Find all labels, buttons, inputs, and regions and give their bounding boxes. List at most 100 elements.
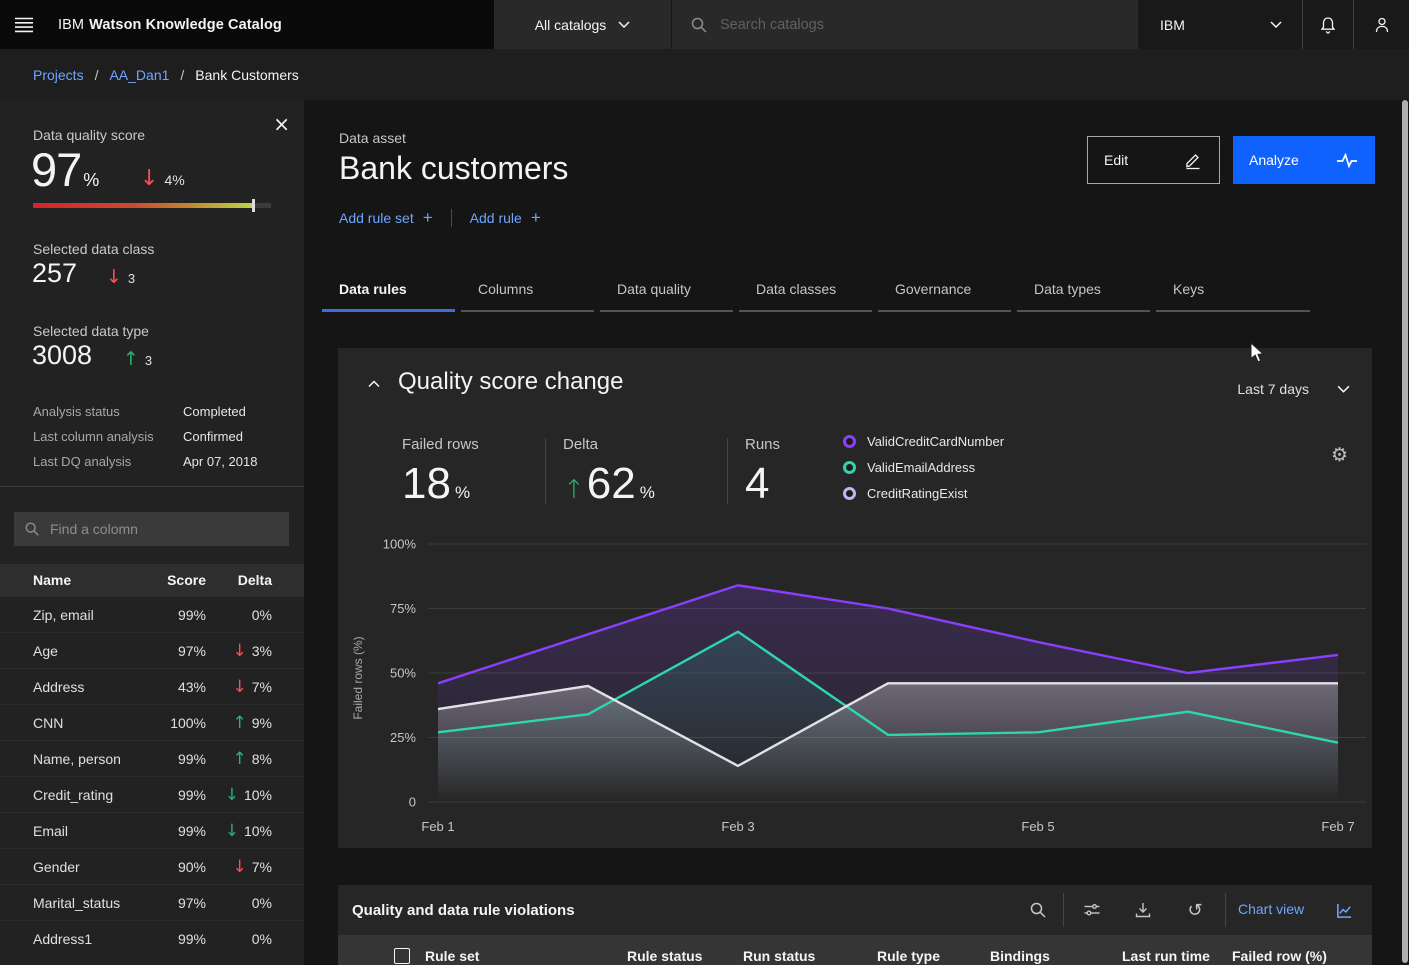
meta-row: Last column analysis Confirmed (33, 424, 283, 449)
data-type-value: 3008 (32, 340, 92, 371)
legend-item[interactable]: ValidEmailAddress (843, 454, 1004, 480)
quality-gradient-bar (33, 203, 271, 208)
quality-gradient-fill (33, 203, 254, 208)
header-name: Name (0, 572, 150, 588)
find-column-input[interactable] (50, 521, 249, 537)
tab-columns[interactable]: Columns (461, 278, 600, 312)
column-row[interactable]: Credit_rating99%↓10% (0, 776, 304, 812)
columns-table: Name Score Delta Zip, email99%0%Age97%↓3… (0, 564, 304, 956)
column-score: 97% (150, 895, 206, 911)
tab-underline (878, 310, 1011, 312)
breadcrumb-separator: / (95, 67, 99, 83)
column-score: 99% (150, 931, 206, 947)
tab-data-types[interactable]: Data types (1017, 278, 1156, 312)
filter-settings-icon[interactable] (1076, 894, 1108, 926)
violations-column-header: Failed row (%) (1232, 948, 1327, 964)
download-icon[interactable] (1127, 894, 1159, 926)
delta-value: 3% (252, 643, 272, 659)
arrow-down-icon: ↓ (233, 677, 247, 697)
tab-label: Columns (461, 278, 600, 297)
page-title: Bank customers (339, 150, 568, 187)
reset-icon[interactable]: ↺ (1179, 894, 1211, 926)
tab-governance[interactable]: Governance (878, 278, 1017, 312)
column-delta: ↓7% (206, 677, 272, 697)
notifications-button[interactable] (1302, 0, 1353, 49)
violations-column-header: Last run time (1122, 948, 1210, 964)
violations-table-header: Rule setRule statusRun statusRule typeBi… (338, 935, 1372, 965)
collapse-chevron-icon[interactable] (368, 380, 380, 388)
analyze-button[interactable]: Analyze (1233, 136, 1375, 184)
column-row[interactable]: Gender90%↓7% (0, 848, 304, 884)
chevron-down-icon (1270, 21, 1282, 28)
tab-data-classes[interactable]: Data classes (739, 278, 878, 312)
column-name: Gender (0, 859, 150, 875)
column-delta: 0% (206, 607, 272, 623)
stat-value: 18 (402, 459, 451, 509)
breadcrumb-projects[interactable]: Projects (33, 67, 84, 83)
column-row[interactable]: Name, person99%↑8% (0, 740, 304, 776)
add-rule-set-link[interactable]: Add rule set + (339, 208, 433, 228)
legend-item[interactable]: CreditRatingExist (843, 480, 1004, 506)
arrow-down-icon: ↓ (225, 785, 239, 805)
column-search (14, 512, 289, 546)
catalog-selector[interactable]: All catalogs (494, 0, 672, 49)
column-score: 99% (150, 751, 206, 767)
tab-underline (739, 310, 872, 312)
columns-table-header: Name Score Delta (0, 564, 304, 596)
arrow-down-icon: ↓ (225, 821, 239, 841)
quality-line-chart: 100%75%50%25%0Feb 1Feb 3Feb 5Feb 7Failed… (338, 530, 1372, 842)
bell-icon (1318, 15, 1338, 35)
scrollbar-thumb[interactable] (1402, 100, 1408, 963)
divider (545, 438, 546, 504)
tab-data-quality[interactable]: Data quality (600, 278, 739, 312)
meta-label: Analysis status (33, 404, 183, 419)
data-quality-sidebar: × Data quality score 97 % ↓ 4% Selected … (0, 100, 304, 965)
search-button[interactable] (1022, 894, 1054, 926)
time-range-selector[interactable]: Last 7 days (1237, 381, 1350, 397)
column-row[interactable]: Zip, email99%0% (0, 596, 304, 632)
column-row[interactable]: Address199%0% (0, 920, 304, 956)
column-delta: ↑8% (206, 749, 272, 769)
add-rule-label: Add rule (470, 210, 522, 226)
legend-item[interactable]: ValidCreditCardNumber (843, 428, 1004, 454)
score-delta-value: 4% (164, 172, 184, 188)
select-all-checkbox[interactable] (394, 948, 410, 964)
column-row[interactable]: Address43%↓7% (0, 668, 304, 704)
search-input[interactable] (720, 17, 1034, 33)
meta-row: Analysis status Completed (33, 399, 283, 424)
menu-icon[interactable] (0, 0, 48, 49)
nav-left: IBMWatson Knowledge Catalog (0, 0, 494, 49)
edit-button-label: Edit (1104, 152, 1128, 168)
quality-bar-marker (252, 199, 255, 212)
add-rule-link[interactable]: Add rule + (470, 208, 541, 228)
column-score: 97% (150, 643, 206, 659)
breadcrumb-project[interactable]: AA_Dan1 (109, 67, 169, 83)
top-nav: IBMWatson Knowledge Catalog All catalogs… (0, 0, 1409, 49)
stat-delta: Delta ↑ 62 % (563, 436, 655, 509)
svg-text:50%: 50% (390, 666, 416, 681)
chart-view-icon[interactable] (1328, 894, 1360, 926)
chart-view-link[interactable]: Chart view (1238, 901, 1304, 917)
data-class-value: 257 (32, 258, 77, 289)
catalog-search (672, 0, 1138, 49)
column-name: Zip, email (0, 607, 150, 623)
add-rule-set-label: Add rule set (339, 210, 414, 226)
edit-button[interactable]: Edit (1087, 136, 1220, 184)
tab-label: Data types (1017, 278, 1156, 297)
tab-data-rules[interactable]: Data rules (322, 278, 461, 312)
column-name: Name, person (0, 751, 150, 767)
gear-icon[interactable]: ⚙ (1331, 444, 1348, 466)
violations-column-header: Rule status (627, 948, 702, 964)
profile-button[interactable] (1353, 0, 1409, 49)
column-row[interactable]: Marital_status97%0% (0, 884, 304, 920)
arrow-up-icon: ↑ (233, 749, 247, 769)
column-row[interactable]: Age97%↓3% (0, 632, 304, 668)
tab-keys[interactable]: Keys (1156, 278, 1316, 312)
svg-text:Feb 7: Feb 7 (1321, 819, 1354, 834)
header-score: Score (150, 572, 206, 588)
tab-underline (461, 310, 594, 312)
column-row[interactable]: CNN100%↑9% (0, 704, 304, 740)
account-selector[interactable]: IBM (1138, 0, 1302, 49)
close-icon[interactable]: × (273, 114, 290, 134)
column-row[interactable]: Email99%↓10% (0, 812, 304, 848)
